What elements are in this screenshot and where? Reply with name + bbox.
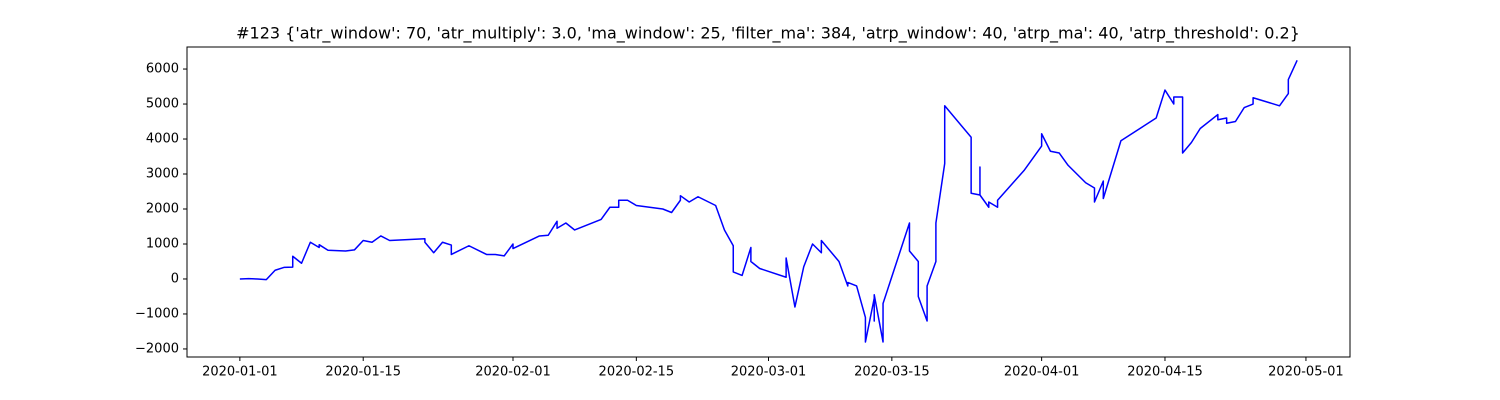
- x-tick-label: 2020-02-01: [475, 365, 551, 380]
- x-tick-label: 2020-02-15: [599, 365, 675, 380]
- plot-frame: [186, 46, 1351, 358]
- y-tick-label: 0: [171, 271, 179, 286]
- line: [239, 59, 1298, 343]
- x-tick-label: 2020-04-01: [1004, 365, 1080, 380]
- x-tick-label: 2020-03-01: [731, 365, 807, 380]
- x-tick-label: 2020-05-01: [1268, 365, 1344, 380]
- x-tick-label: 2020-04-15: [1127, 365, 1203, 380]
- y-tick-label: 5000: [146, 97, 179, 112]
- chart-title: #123 {'atr_window': 70, 'atr_multiply': …: [236, 24, 1300, 44]
- y-tick-label: −1000: [135, 306, 179, 321]
- x-tick-label: 2020-01-01: [202, 365, 278, 380]
- y-tick-label: 6000: [146, 62, 179, 77]
- y-tick-label: 2000: [146, 201, 179, 216]
- y-tick-label: 4000: [146, 132, 179, 147]
- y-tick-label: 1000: [146, 236, 179, 251]
- y-tick-label: −2000: [135, 341, 179, 356]
- x-tick-label: 2020-03-15: [854, 365, 930, 380]
- y-tick-label: 3000: [146, 167, 179, 182]
- x-tick-label: 2020-01-15: [325, 365, 401, 380]
